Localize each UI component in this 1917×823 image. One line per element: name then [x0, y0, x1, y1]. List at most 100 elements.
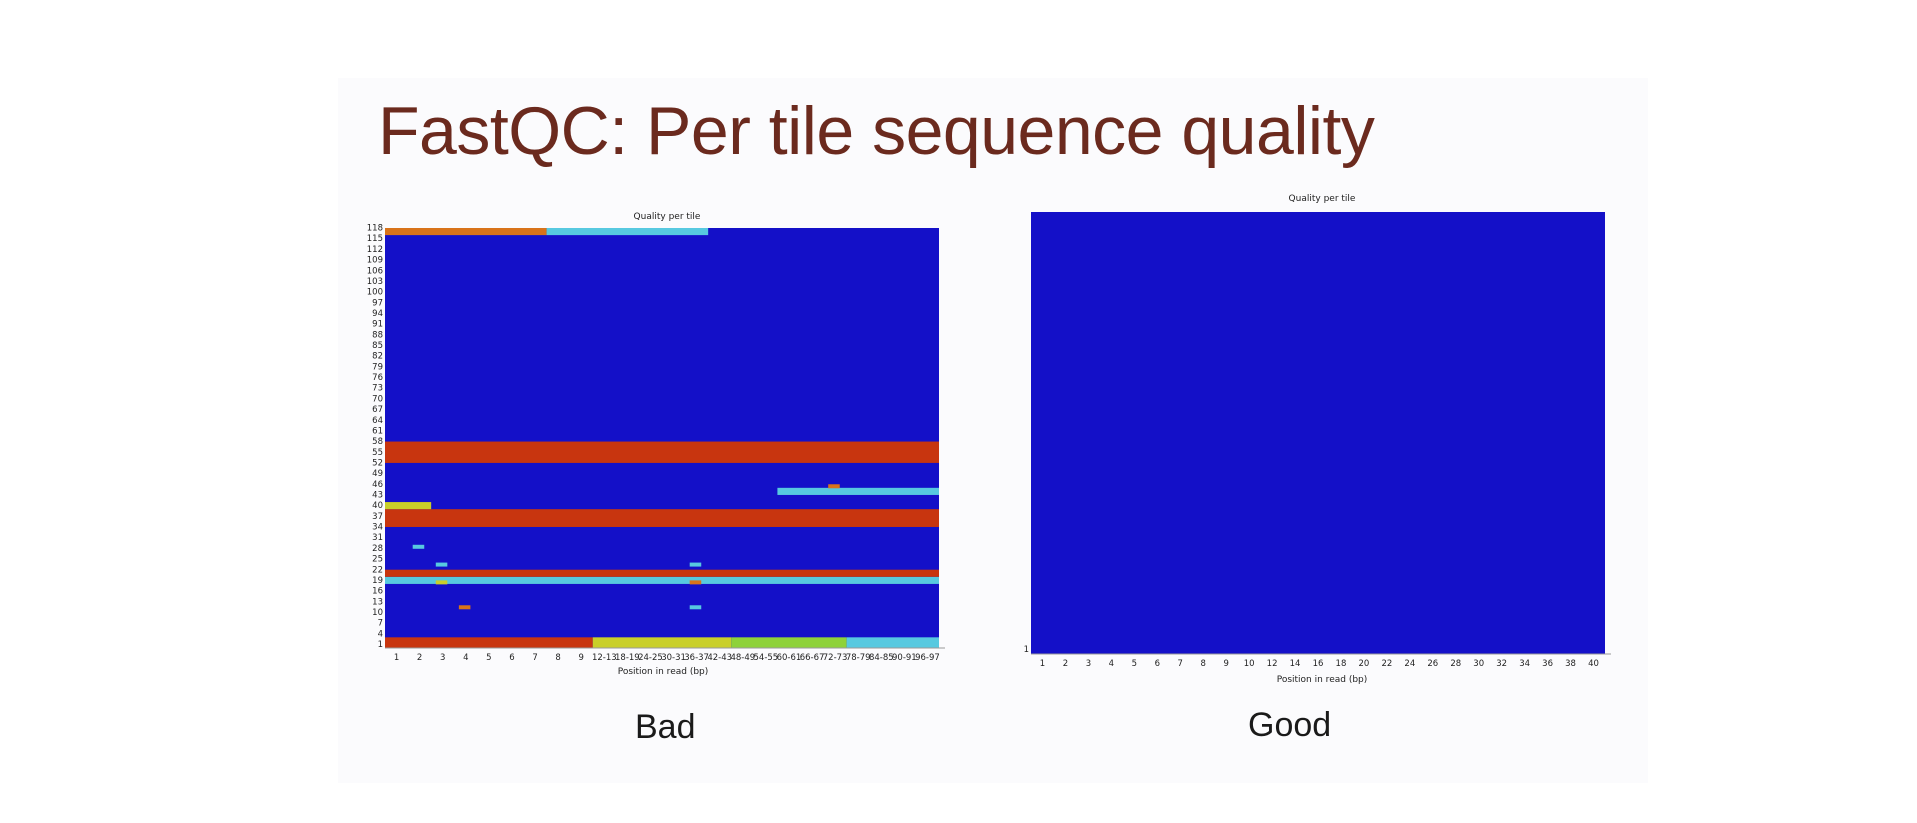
- y-tick-label: 109: [367, 256, 383, 266]
- y-tick-label: 82: [372, 352, 383, 362]
- heatmap-band: [385, 441, 939, 463]
- x-tick-label: 2: [417, 653, 422, 663]
- x-tick-label: 30: [1473, 659, 1484, 669]
- y-tick-label: 46: [372, 480, 383, 490]
- x-tick-label: 24-25: [638, 653, 663, 663]
- x-tick-label: 9: [578, 653, 583, 663]
- x-tick-label: 24: [1404, 659, 1415, 669]
- x-tick-label: 8: [1200, 659, 1205, 669]
- heatmap-band: [385, 228, 547, 236]
- x-tick-label: 4: [463, 653, 468, 663]
- y-tick-label: 10: [372, 608, 383, 618]
- x-tick-label: 10: [1244, 659, 1255, 669]
- chart-title-bad: Quality per tile: [634, 212, 701, 222]
- slide-title: FastQC: Per tile sequence quality: [378, 93, 1375, 169]
- x-tick-label: 6: [509, 653, 514, 663]
- x-tick-label: 5: [486, 653, 491, 663]
- y-tick-label: 73: [372, 384, 383, 394]
- x-tick-label: 72-73: [823, 653, 848, 663]
- heatmap-band: [385, 502, 432, 510]
- heatmap-band: [385, 509, 939, 527]
- y-tick-label: 91: [372, 320, 383, 330]
- x-tick-label: 22: [1381, 659, 1392, 669]
- caption-bad: Bad: [635, 708, 696, 746]
- heatmap-spot: [689, 605, 702, 610]
- x-axis-label-good: Position in read (bp): [1277, 675, 1368, 685]
- x-tick-label: 7: [1178, 659, 1183, 669]
- x-tick-label: 4: [1109, 659, 1114, 669]
- x-tick-label: 30-31: [661, 653, 686, 663]
- caption-good: Good: [1248, 706, 1332, 744]
- x-tick-label: 26: [1427, 659, 1438, 669]
- x-tick-label: 8: [555, 653, 560, 663]
- x-tick-label: 6: [1155, 659, 1160, 669]
- heatmap-spot: [458, 605, 471, 610]
- heatmap-band: [731, 637, 847, 648]
- chart-title-good: Quality per tile: [1289, 194, 1356, 204]
- heatmap-cells-good: [1031, 212, 1611, 655]
- heatmap-band: [592, 637, 732, 648]
- y-tick-label: 16: [372, 587, 383, 597]
- y-tick-label: 76: [372, 373, 383, 383]
- y-tick-label: 4: [378, 629, 383, 639]
- y-tick-label: 94: [372, 309, 383, 319]
- x-tick-label: 12-13: [592, 653, 617, 663]
- heatmap-spot: [689, 562, 702, 567]
- x-tick-label: 28: [1450, 659, 1461, 669]
- heatmap-spot: [689, 580, 702, 585]
- x-tick-labels-bad: 1 2 3 4 5 6 7 8 9 12-1318-1924-2530-3136-3742-434…: [394, 653, 940, 663]
- heatmap-cells-bad: [385, 228, 945, 649]
- y-tick-label: 61: [372, 426, 383, 436]
- x-tick-label: 84-85: [869, 653, 894, 663]
- x-tick-label: 18-19: [615, 653, 640, 663]
- y-tick-label: 58: [372, 437, 383, 447]
- x-tick-label: 36: [1542, 659, 1553, 669]
- x-tick-label: 20: [1359, 659, 1370, 669]
- x-tick-label: 60-61: [777, 653, 802, 663]
- heatmap-band: [777, 487, 939, 495]
- y-tick-label: 52: [372, 458, 383, 468]
- y-tick-label: 97: [372, 298, 383, 308]
- x-tick-label: 3: [440, 653, 445, 663]
- y-tick-label: 85: [372, 341, 383, 351]
- x-tick-label: 3: [1086, 659, 1091, 669]
- y-tick-label: 1: [1024, 645, 1029, 655]
- x-tick-label: 34: [1519, 659, 1530, 669]
- y-tick-labels-good: 1: [1024, 645, 1029, 655]
- y-tick-label: 79: [372, 362, 383, 372]
- heatmap-band: [385, 576, 939, 584]
- x-tick-label: 1: [394, 653, 399, 663]
- x-tick-label: 38: [1565, 659, 1576, 669]
- y-tick-label: 88: [372, 330, 383, 340]
- y-tick-label: 22: [372, 565, 383, 575]
- x-tick-label: 9: [1223, 659, 1228, 669]
- y-tick-labels-bad: 1471013161922252831343740434649525558616…: [367, 224, 383, 650]
- x-tick-label: 5: [1132, 659, 1137, 669]
- y-tick-label: 100: [367, 288, 383, 298]
- x-tick-label: 54-55: [754, 653, 779, 663]
- y-tick-label: 118: [367, 224, 383, 234]
- y-tick-label: 106: [367, 266, 383, 276]
- y-tick-label: 112: [367, 245, 383, 255]
- x-tick-label: 42-43: [707, 653, 732, 663]
- heatmap-background: [1031, 212, 1605, 654]
- x-tick-label: 48-49: [730, 653, 755, 663]
- y-tick-label: 67: [372, 405, 383, 415]
- heatmap-band: [385, 637, 593, 648]
- heatmap-spot: [435, 580, 448, 585]
- heatmap-spot: [828, 484, 840, 489]
- y-tick-label: 115: [367, 234, 383, 244]
- x-tick-label: 14: [1290, 659, 1301, 669]
- heatmap-band: [846, 637, 939, 648]
- x-axis-label-bad: Position in read (bp): [618, 667, 709, 677]
- y-tick-label: 19: [372, 576, 383, 586]
- y-tick-label: 70: [372, 394, 383, 404]
- y-tick-label: 40: [372, 501, 383, 511]
- y-tick-label: 37: [372, 512, 383, 522]
- heatmap-spot: [435, 562, 448, 567]
- x-tick-label: 12: [1267, 659, 1278, 669]
- x-tick-labels-good: 1 2 3 4 5 6 7 8 9 10 12 14 16 18 20 22 24 26 28 30 32 34 36 38 4…: [1040, 659, 1599, 669]
- x-tick-label: 96-97: [915, 653, 940, 663]
- heatmap-band: [385, 569, 939, 577]
- x-tick-label: 7: [532, 653, 537, 663]
